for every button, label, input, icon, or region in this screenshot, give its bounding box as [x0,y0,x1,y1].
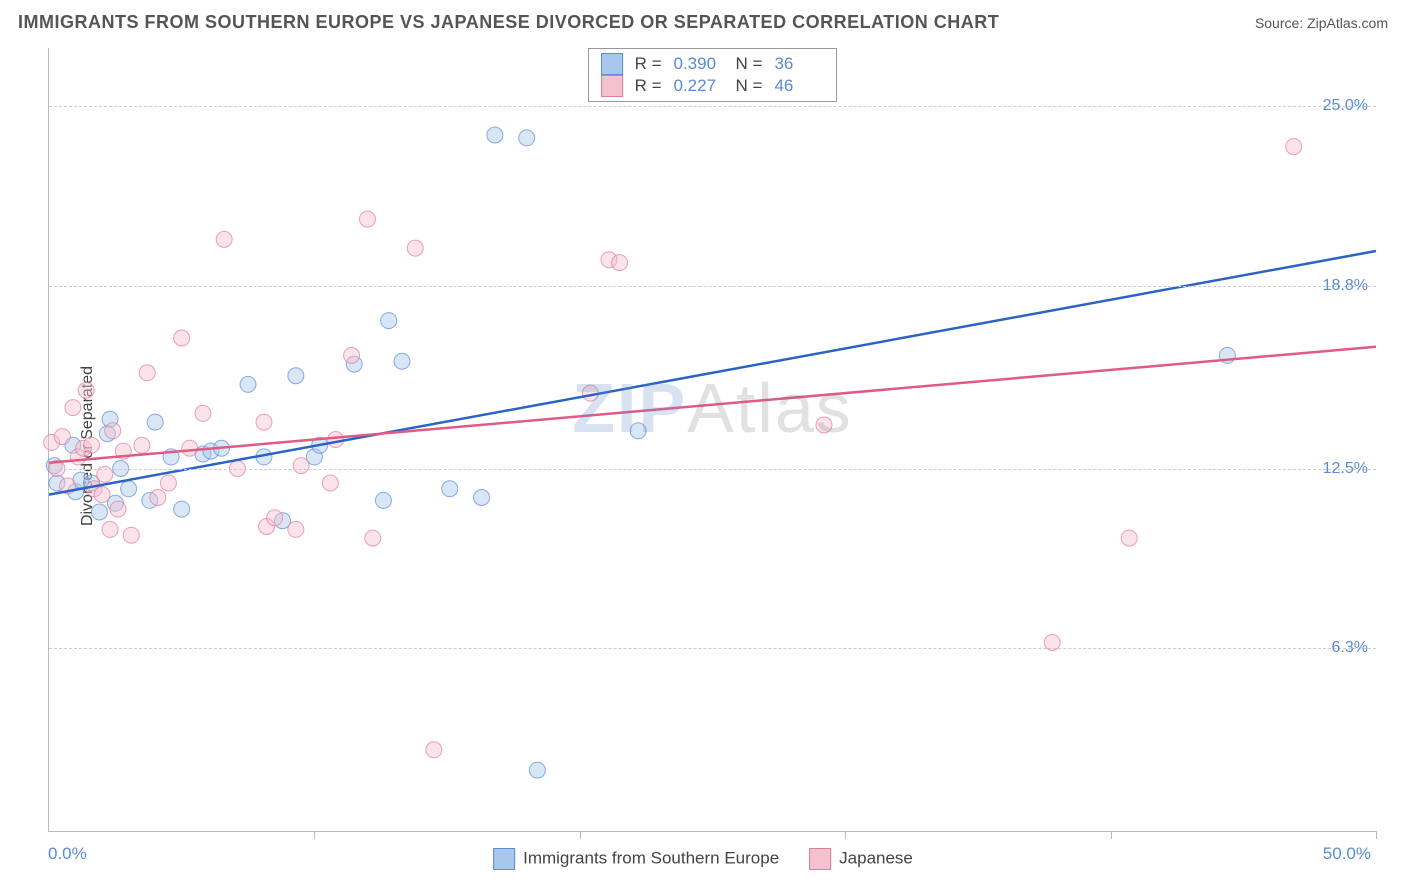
data-point [110,501,126,517]
legend-swatch [493,848,515,870]
legend-swatch [601,75,623,97]
legend-item: Japanese [809,848,913,870]
gridline [49,286,1376,287]
gridline [49,469,1376,470]
data-point [474,490,490,506]
legend-item: Immigrants from Southern Europe [493,848,779,870]
r-label: R = [635,54,662,74]
data-point [240,376,256,392]
data-point [426,742,442,758]
data-point [256,414,272,430]
n-label: N = [736,76,763,96]
x-axis-min-label: 0.0% [48,844,87,864]
data-point [394,353,410,369]
data-point [816,417,832,433]
r-value: 0.390 [674,54,724,74]
r-label: R = [635,76,662,96]
x-tick [1376,831,1377,839]
data-point [288,521,304,537]
legend-label: Japanese [839,848,913,867]
legend-stat-row: R = 0.227 N = 46 [601,75,825,97]
r-value: 0.227 [674,76,724,96]
data-point [359,211,375,227]
n-value: 46 [774,76,824,96]
data-point [375,492,391,508]
data-point [293,458,309,474]
chart-title: IMMIGRANTS FROM SOUTHERN EUROPE VS JAPAN… [18,12,999,33]
data-point [91,504,107,520]
data-point [134,437,150,453]
legend-stat-row: R = 0.390 N = 36 [601,53,825,75]
correlation-legend: R = 0.390 N = 36 R = 0.227 N = 46 [588,48,838,102]
source-prefix: Source: [1255,15,1307,31]
data-point [102,521,118,537]
data-point [407,240,423,256]
y-tick-label: 6.3% [1332,639,1368,657]
data-point [442,481,458,497]
data-point [216,231,232,247]
legend-swatch [809,848,831,870]
data-point [150,490,166,506]
data-point [328,432,344,448]
data-point [174,501,190,517]
series-legend: Immigrants from Southern Europe Japanese [493,848,913,870]
x-tick [580,831,581,839]
chart-plot-area: R =0.390N =36R =0.227N =46 ZIPAtlas 6.3%… [48,48,1376,832]
x-axis-max-label: 50.0% [1323,844,1371,864]
data-point [267,510,283,526]
data-point [121,481,137,497]
source-link[interactable]: ZipAtlas.com [1307,15,1388,31]
data-point [529,762,545,778]
x-tick [845,831,846,839]
y-tick-label: 12.5% [1323,460,1368,478]
data-point [381,313,397,329]
data-point [123,527,139,543]
data-point [65,400,81,416]
data-point [630,423,646,439]
data-point [288,368,304,384]
data-point [94,487,110,503]
legend-label: Immigrants from Southern Europe [523,848,779,867]
scatter-plot-svg [49,48,1376,831]
gridline [49,106,1376,107]
data-point [1286,139,1302,155]
data-point [174,330,190,346]
regression-line [49,347,1376,463]
y-tick-label: 25.0% [1323,97,1368,115]
source-attribution: Source: ZipAtlas.com [1255,15,1388,31]
data-point [1121,530,1137,546]
data-point [105,423,121,439]
data-point [612,255,628,271]
y-tick-label: 18.8% [1323,277,1368,295]
data-point [195,405,211,421]
data-point [78,382,94,398]
gridline [49,648,1376,649]
data-point [54,429,70,445]
n-value: 36 [774,54,824,74]
data-point [487,127,503,143]
n-label: N = [736,54,763,74]
x-tick [314,831,315,839]
legend-swatch [601,53,623,75]
data-point [365,530,381,546]
x-tick [1111,831,1112,839]
regression-line [49,251,1376,495]
data-point [83,437,99,453]
data-point [519,130,535,146]
data-point [160,475,176,491]
data-point [182,440,198,456]
data-point [344,347,360,363]
data-point [139,365,155,381]
data-point [147,414,163,430]
data-point [322,475,338,491]
